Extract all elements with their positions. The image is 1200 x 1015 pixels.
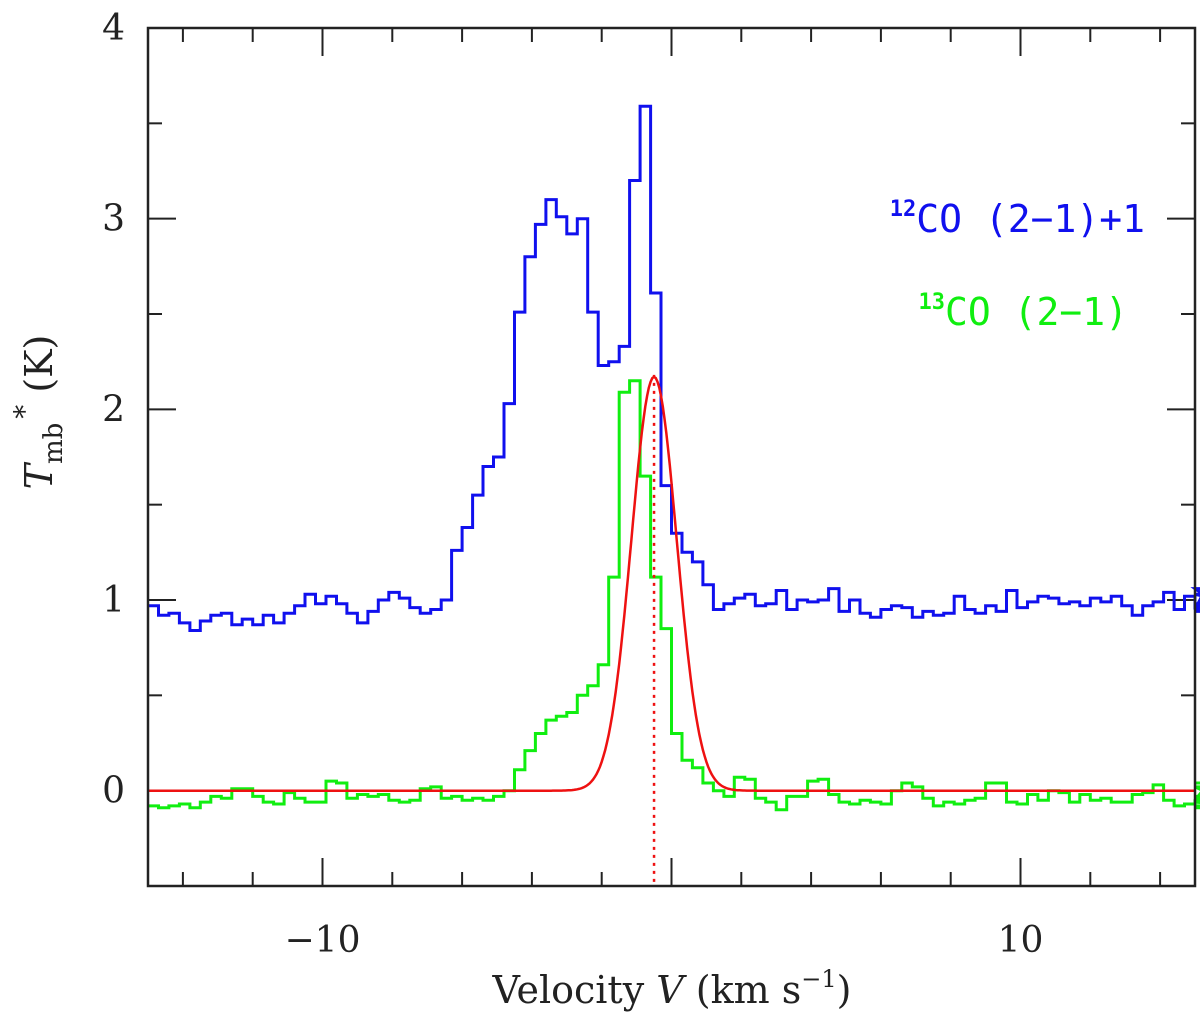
x-axis-title-exp: −1 (801, 965, 836, 993)
legend: 12CO (2−1)+1 13CO (2−1) (890, 197, 1145, 334)
y-axis-title-var: T (17, 461, 61, 489)
y-axis-title: Tmb * (K) (8, 335, 69, 490)
legend-13co-label: CO (2−1) (945, 290, 1128, 334)
y-tick-label: 0 (102, 771, 125, 812)
x-axis-title: Velocity V (km s−1) (492, 965, 852, 1012)
axis-ticks (148, 27, 1195, 887)
y-tick-label: 1 (102, 580, 125, 621)
y-tick-label: 2 (102, 389, 125, 430)
fit-layer (148, 374, 1195, 886)
legend-12co-label: CO (2−1)+1 (916, 197, 1145, 241)
legend-entry-12co: 12CO (2−1)+1 (890, 197, 1145, 241)
legend-entry-13co: 13CO (2−1) (918, 290, 1128, 334)
y-axis-title-sub: mb (39, 423, 69, 464)
x-tick-label: −10 (285, 920, 361, 961)
legend-13co-isotope: 13 (918, 290, 945, 315)
gaussian-fit-line (148, 375, 1195, 792)
plot-frame (146, 26, 1197, 888)
x-tick-label: 10 (998, 920, 1044, 961)
series-12co-line (148, 104, 1200, 632)
y-tick-label: 3 (102, 199, 125, 240)
x-axis-title-prefix: Velocity (492, 968, 657, 1012)
x-axis-title-close: ) (837, 968, 852, 1012)
x-axis-title-unit: (km s (684, 968, 802, 1012)
x-axis-title-var: V (656, 968, 687, 1012)
legend-12co-isotope: 12 (890, 197, 917, 222)
y-axis-title-unit: (K) (17, 335, 61, 405)
y-tick-label: 4 (102, 8, 125, 49)
y-axis-title-sup: * (8, 405, 41, 419)
